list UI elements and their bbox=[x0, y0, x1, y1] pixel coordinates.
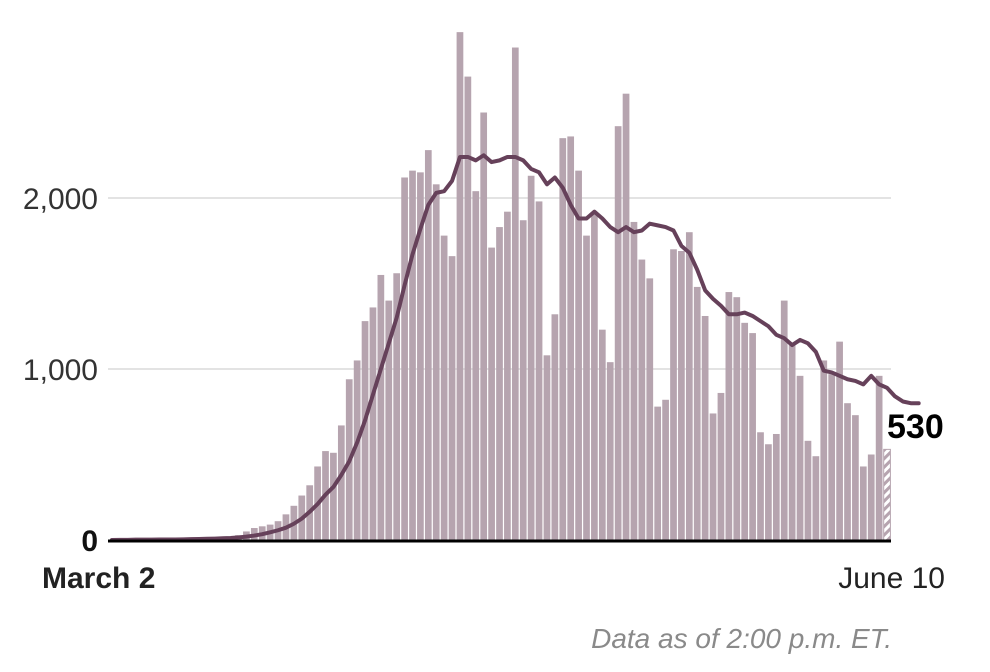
bar bbox=[480, 112, 488, 540]
bar bbox=[638, 259, 646, 540]
bar bbox=[844, 403, 851, 540]
bar bbox=[424, 150, 432, 540]
bar bbox=[741, 322, 749, 540]
bar bbox=[511, 47, 519, 541]
average-line bbox=[109, 153, 921, 542]
bar bbox=[432, 184, 440, 540]
bar bbox=[440, 235, 448, 540]
bar bbox=[559, 138, 567, 540]
bar bbox=[353, 360, 361, 540]
bar bbox=[685, 232, 693, 540]
bar bbox=[614, 126, 622, 541]
bar bbox=[654, 406, 662, 540]
bar bbox=[883, 448, 891, 541]
bar bbox=[852, 415, 859, 540]
bar bbox=[598, 329, 606, 540]
y-tick-label: 2,000 bbox=[23, 183, 98, 216]
data-note: Data as of 2:00 p.m. ET. bbox=[591, 623, 892, 654]
bar bbox=[725, 292, 733, 540]
bar bbox=[527, 175, 535, 540]
bar bbox=[622, 93, 630, 540]
bar bbox=[733, 297, 741, 540]
x-start-label: March 2 bbox=[42, 562, 155, 595]
bar bbox=[535, 201, 543, 541]
bar bbox=[448, 256, 456, 540]
bar bbox=[796, 375, 804, 540]
bar bbox=[709, 413, 717, 540]
bar bbox=[867, 454, 875, 540]
bar bbox=[575, 170, 582, 540]
bar bbox=[456, 32, 464, 540]
bar-series bbox=[108, 32, 891, 541]
bar bbox=[496, 227, 503, 540]
bar bbox=[859, 466, 867, 540]
bar bbox=[472, 191, 480, 540]
bar bbox=[543, 355, 551, 540]
bar bbox=[504, 211, 511, 540]
bar bbox=[337, 425, 345, 540]
bar bbox=[788, 345, 796, 540]
bar bbox=[749, 333, 756, 540]
bar bbox=[583, 235, 590, 540]
bar bbox=[701, 315, 709, 540]
bar bbox=[377, 274, 385, 540]
y-tick-label: 0 bbox=[81, 525, 98, 558]
bar bbox=[519, 220, 527, 541]
bar bbox=[369, 307, 377, 540]
y-tick-labels: 0 1,000 2,000 bbox=[23, 183, 98, 558]
bar bbox=[757, 432, 764, 540]
bar bbox=[591, 213, 598, 540]
bar bbox=[567, 136, 575, 540]
bar bbox=[812, 456, 820, 540]
bar bbox=[417, 172, 424, 540]
bar bbox=[361, 321, 369, 540]
bar bbox=[646, 278, 654, 540]
bar bbox=[678, 251, 685, 540]
bar bbox=[401, 177, 408, 541]
bar bbox=[393, 273, 401, 540]
bar bbox=[828, 374, 836, 540]
bar bbox=[464, 76, 472, 540]
bar bbox=[780, 300, 788, 540]
bar bbox=[662, 399, 669, 540]
bar bbox=[765, 444, 772, 540]
bar bbox=[606, 362, 614, 540]
bar bbox=[630, 221, 638, 540]
bar bbox=[820, 360, 828, 540]
bar bbox=[772, 433, 780, 540]
bar bbox=[693, 286, 701, 540]
y-tick-label: 1,000 bbox=[23, 354, 98, 387]
x-end-label: June 10 bbox=[838, 562, 945, 595]
bar bbox=[670, 249, 677, 541]
bar bbox=[385, 300, 393, 540]
bar bbox=[488, 247, 495, 540]
bar bbox=[875, 375, 883, 540]
last-value-label: 530 bbox=[887, 408, 944, 446]
bar bbox=[836, 341, 843, 540]
bar bbox=[717, 392, 725, 540]
bar bbox=[330, 452, 337, 540]
bar bbox=[409, 170, 416, 540]
bar bbox=[551, 314, 559, 540]
bar bbox=[804, 440, 812, 540]
